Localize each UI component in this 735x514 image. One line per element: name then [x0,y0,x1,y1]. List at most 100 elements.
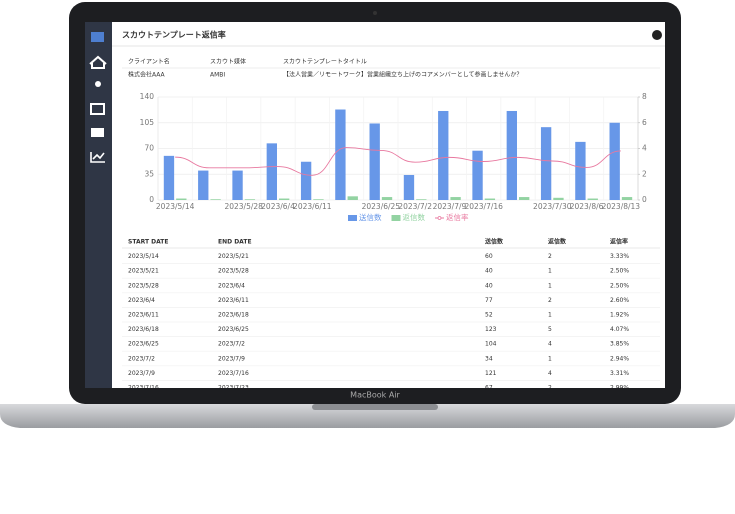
info-value: 【法人営業／リモートワーク】営業組織立ち上げのコアメンバーとして参画しませんか？ [283,71,522,79]
y2-tick-label: 4 [642,144,647,153]
table-cell: 2 [548,297,552,304]
table-cell: 4 [548,370,552,377]
bar [519,197,530,200]
table-cell: 40 [485,282,493,289]
info-value: 株式会社AAA [128,71,166,79]
bar [416,199,427,200]
bar [553,197,564,200]
laptop-base [0,404,735,428]
legend-swatch [348,215,357,221]
bar [540,127,552,200]
table-header: 送信数 [484,238,504,246]
bar [472,150,483,200]
x-tick-label: 2023/7/9 [433,202,467,211]
sidebar [85,22,112,388]
user-icon[interactable] [652,30,662,40]
table-cell: 2023/7/2 [128,355,155,362]
y-tick-label: 0 [149,195,154,204]
table-cell: 2023/5/28 [218,268,249,275]
y-tick-label: 140 [140,92,155,101]
table-cell: 2023/5/21 [218,253,249,260]
table-cell: 4 [548,341,552,348]
table-cell: 4.07% [610,326,629,333]
list-icon[interactable] [90,103,105,115]
bar [176,198,187,200]
x-tick-label: 2023/6/4 [261,202,295,211]
table-header: START DATE [128,239,168,246]
table-cell: 2023/6/18 [218,312,249,319]
table: START DATE END DATE 送信数 返信数 返信率 2023/5/14 2023… [122,238,660,392]
x-tick-label: 2023/5/14 [156,202,195,211]
bar [335,109,346,200]
legend-label: 返信数 [403,212,426,222]
legend-swatch [391,215,401,221]
bar [450,197,461,200]
users-icon[interactable] [95,81,101,87]
table-cell: 2.99% [610,385,629,392]
info-label: スカウトテンプレートタイトル [283,58,367,66]
bar [506,110,517,200]
bar [232,170,243,200]
screen [85,22,665,388]
table-cell: 2023/7/9 [218,355,245,362]
x-tick-label: 2023/7/2 [398,202,432,211]
table-cell: 2.60% [610,297,629,304]
table-cell: 121 [485,370,497,377]
info-label: クライアント名 [128,58,170,66]
y2-tick-label: 0 [642,195,647,204]
table-cell: 1.92% [610,312,629,319]
table-cell: 2.94% [610,355,629,362]
bar [279,198,290,200]
chart-icon[interactable] [90,152,105,163]
bar [484,198,496,200]
legend-label: 返信率 [446,212,469,222]
logo[interactable] [91,32,104,42]
table-cell: 2023/7/9 [128,370,155,377]
x-tick-label: 2023/6/11 [293,202,332,211]
table-cell: 2023/6/4 [218,282,245,289]
table-cell: 34 [485,355,493,362]
table-cell: 2023/7/23 [218,385,249,392]
table-cell: 2023/6/18 [128,326,159,333]
table-cell: 2023/6/11 [218,297,249,304]
home-icon[interactable] [89,55,107,69]
x-tick-label: 2023/5/28 [224,202,263,211]
bar [609,122,620,200]
table-cell: 67 [485,385,493,392]
y-tick-label: 35 [144,169,154,178]
table-cell: 2.50% [610,268,629,275]
bar [163,155,175,200]
y2-tick-label: 8 [642,92,647,101]
topbar [112,22,665,46]
table-cell: 2023/5/14 [128,253,159,260]
table-cell: 1 [548,268,552,275]
bar [210,199,221,200]
table-cell: 2023/7/2 [218,341,245,348]
y-tick-label: 70 [144,144,154,153]
mail-icon[interactable] [91,128,104,137]
table-cell: 2.50% [610,282,629,289]
table-cell: 5 [548,326,552,333]
bar [403,174,415,200]
bar [198,170,209,200]
x-tick-label: 2023/7/16 [464,202,503,211]
table-header: 返信数 [548,238,567,246]
table-cell: 2023/6/25 [128,341,159,348]
device-label: MacBook Air [350,391,400,400]
page-title: スカウトテンプレート返信率 [122,30,226,40]
table-cell: 2023/7/16 [218,370,249,377]
table-cell: 2023/5/21 [128,268,159,275]
bar [369,123,380,200]
table-cell: 2023/6/11 [128,312,159,319]
table-header: 返信率 [610,238,628,246]
x-tick-label: 2023/7/30 [533,202,572,211]
table-cell: 77 [485,297,493,304]
table-cell: 3.85% [610,341,629,348]
y2-tick-label: 6 [642,118,647,127]
bar [438,110,449,200]
table-cell: 2023/6/4 [128,297,155,304]
legend-swatch [437,216,442,220]
table-cell: 60 [485,253,493,260]
